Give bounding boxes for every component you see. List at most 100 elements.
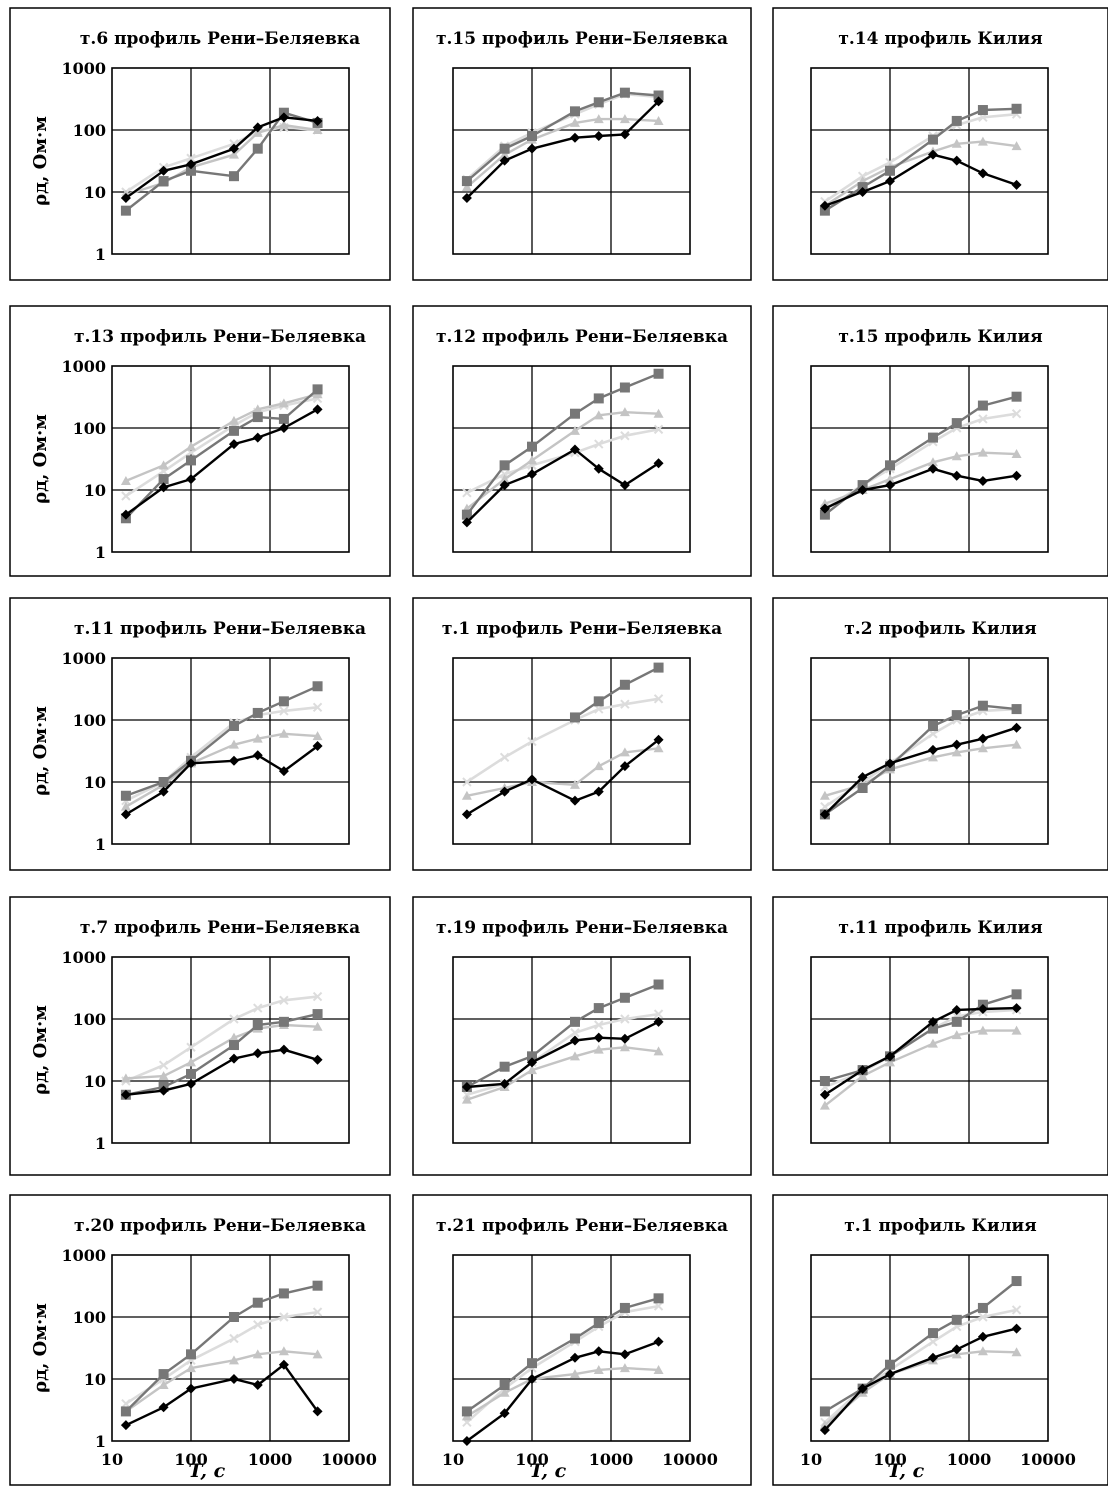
y-tick-label: 1000 — [61, 649, 106, 668]
data-point-series-4 — [312, 702, 323, 713]
panel-frame — [772, 7, 1108, 281]
chart-title: т.7 профиль Рени–Беляевка — [80, 918, 360, 938]
data-point-series-1 — [120, 509, 131, 520]
data-point-series-3 — [120, 1073, 131, 1083]
x-tick-label: 10000 — [1020, 1450, 1076, 1469]
data-point-series-4 — [229, 1014, 239, 1024]
data-point-series-3 — [951, 1030, 962, 1040]
data-point-series-3 — [977, 447, 988, 457]
data-point-series-3 — [158, 1071, 169, 1081]
data-point-series-1 — [499, 1408, 510, 1419]
data-point-series-3 — [499, 149, 510, 159]
data-point-series-3 — [499, 474, 510, 484]
data-point-series-1 — [120, 1420, 131, 1431]
data-point-series-4 — [1011, 1305, 1022, 1315]
data-point-series-2 — [593, 1003, 604, 1014]
y-tick-label: 10 — [84, 481, 106, 500]
data-point-series-3 — [461, 182, 472, 192]
data-point-series-3 — [1011, 449, 1022, 459]
panel-frame — [772, 305, 1108, 577]
data-point-series-2 — [120, 1406, 131, 1417]
data-point-series-3 — [569, 779, 580, 789]
data-point-series-4 — [620, 431, 630, 441]
data-point-series-1 — [461, 193, 472, 204]
data-point-series-1 — [158, 786, 169, 797]
data-point-series-1 — [951, 155, 962, 166]
data-point-series-2 — [527, 1051, 537, 1062]
data-point-series-2 — [461, 1406, 472, 1417]
x-tick-label: 10 — [442, 1450, 464, 1469]
chart-panel-4: т.13 профиль Рени–Беляевка 1 10 100 1000 ρд, … — [9, 305, 391, 577]
data-point-series-4 — [978, 1312, 988, 1322]
data-point-series-1 — [885, 1369, 895, 1380]
data-point-series-2 — [857, 783, 868, 794]
data-point-series-1 — [857, 772, 868, 783]
data-point-series-2 — [951, 115, 962, 126]
data-point-series-2 — [1011, 103, 1022, 114]
y-tick-label: 10 — [84, 773, 106, 792]
y-tick-label: 1000 — [61, 357, 106, 376]
data-point-series-2 — [1011, 989, 1022, 1000]
panel-frame — [772, 597, 1108, 871]
data-point-series-1 — [977, 1331, 988, 1342]
data-point-series-1 — [593, 1032, 604, 1043]
data-point-series-1 — [461, 1082, 472, 1093]
data-point-series-1 — [653, 734, 664, 745]
chart-title: т.19 профиль Рени–Беляевка — [436, 918, 728, 938]
plot-area — [810, 657, 1049, 845]
data-point-series-3 — [228, 149, 239, 159]
data-point-series-1 — [527, 1374, 537, 1384]
x-axis-label: T, c — [529, 1460, 566, 1482]
panel-frame — [9, 7, 391, 281]
data-point-series-1 — [158, 482, 169, 493]
data-point-series-4 — [253, 1003, 263, 1013]
y-tick-label: 10 — [84, 1072, 106, 1091]
data-point-series-1 — [278, 423, 289, 433]
data-point-series-3 — [1011, 739, 1022, 749]
data-point-series-3 — [885, 1057, 895, 1067]
data-point-series-2 — [499, 460, 510, 471]
data-point-series-4 — [820, 801, 830, 812]
data-point-series-2 — [819, 1406, 830, 1417]
data-point-series-1 — [158, 165, 169, 176]
data-point-series-1 — [461, 1436, 472, 1446]
chart-title: т.15 профиль Рени–Беляевка — [436, 29, 728, 49]
data-point-series-3 — [977, 1025, 988, 1035]
data-point-series-1 — [527, 774, 537, 785]
data-point-series-2 — [927, 1328, 938, 1339]
data-point-series-2 — [653, 1293, 664, 1304]
panel-frame — [9, 597, 391, 871]
data-point-series-2 — [499, 143, 510, 154]
data-point-series-1 — [569, 1352, 580, 1363]
data-point-series-2 — [1011, 1276, 1022, 1287]
x-tick-label: 100 — [515, 1450, 548, 1469]
data-point-series-1 — [278, 766, 289, 777]
data-point-series-1 — [1011, 470, 1022, 481]
data-point-series-3 — [593, 1364, 604, 1374]
data-point-series-3 — [158, 1380, 169, 1390]
data-point-series-2 — [278, 1288, 289, 1299]
chart-title: т.11 профиль Рени–Беляевка — [74, 619, 366, 639]
data-point-series-3 — [951, 451, 962, 461]
data-point-series-1 — [857, 1383, 868, 1394]
data-point-series-2 — [977, 1302, 988, 1313]
data-point-series-3 — [461, 1094, 472, 1104]
data-point-series-2 — [927, 432, 938, 443]
data-point-series-1 — [927, 744, 938, 755]
data-point-series-2 — [653, 368, 664, 379]
data-point-series-1 — [228, 1053, 239, 1064]
data-point-series-1 — [819, 1089, 830, 1100]
y-tick-label: 1000 — [61, 59, 106, 78]
data-point-series-1 — [158, 1402, 169, 1413]
data-point-series-3 — [252, 733, 263, 743]
data-point-series-2 — [569, 1333, 580, 1344]
data-point-series-3 — [120, 475, 131, 485]
data-point-series-2 — [593, 1318, 604, 1329]
data-point-series-2 — [569, 1016, 580, 1027]
data-point-series-1 — [186, 474, 196, 485]
data-point-series-4 — [620, 1014, 630, 1024]
data-point-series-3 — [569, 117, 580, 127]
data-point-series-1 — [252, 750, 263, 761]
data-point-series-4 — [620, 699, 630, 709]
data-point-series-1 — [228, 143, 239, 154]
